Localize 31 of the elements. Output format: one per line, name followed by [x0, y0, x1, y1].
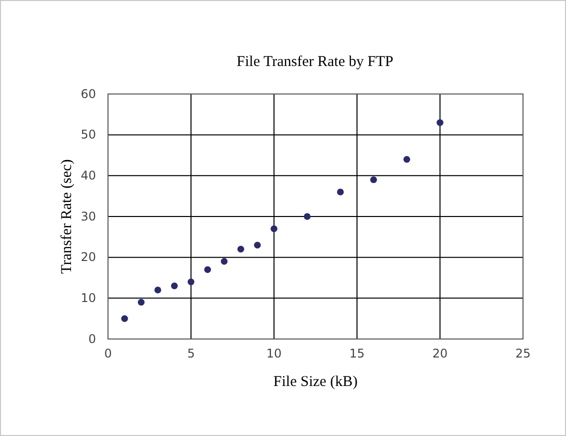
- x-tick-label: 15: [349, 346, 365, 361]
- y-tick-label: 60: [80, 86, 96, 101]
- point: [121, 315, 128, 322]
- x-tick-label: 5: [187, 346, 195, 361]
- point: [370, 176, 377, 184]
- point: [403, 156, 410, 163]
- y-tick-label: 20: [80, 250, 96, 264]
- point: [270, 225, 278, 232]
- x-axis-title: File Size (kB): [273, 374, 358, 390]
- point: [220, 258, 228, 265]
- x-tick-label: 0: [104, 346, 112, 361]
- point: [188, 278, 194, 286]
- chart-title: File Transfer Rate by FTP: [236, 54, 394, 70]
- y-tick-label: 40: [80, 168, 96, 183]
- y-tick-label: 30: [80, 209, 96, 224]
- point: [304, 213, 311, 220]
- point: [154, 286, 162, 294]
- point: [254, 242, 261, 248]
- y-tick-label: 50: [80, 128, 96, 142]
- point: [171, 282, 178, 290]
- point: [436, 119, 444, 126]
- point: [337, 188, 344, 196]
- x-tick-label: 25: [515, 346, 531, 361]
- x-tick-label: 20: [432, 346, 448, 361]
- y-tick-label: 10: [80, 291, 96, 306]
- y-axis-title: Transfer Rate (sec): [59, 159, 75, 274]
- point: [138, 298, 145, 306]
- point: [237, 246, 244, 253]
- y-tick-label: 0: [88, 332, 96, 346]
- x-tick-label: 10: [266, 346, 282, 361]
- point: [204, 266, 211, 273]
